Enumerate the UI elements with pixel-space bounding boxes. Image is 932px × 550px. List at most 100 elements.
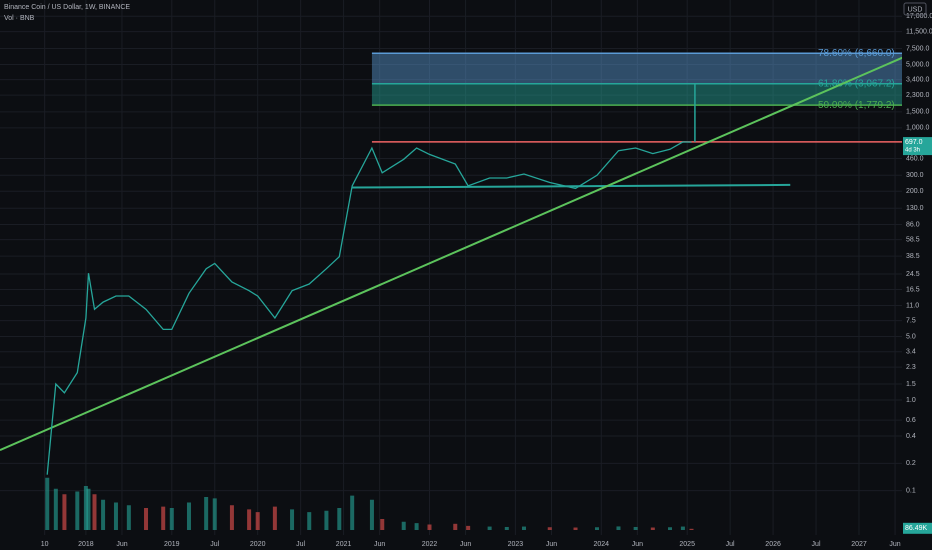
countdown: 4d 3h: [905, 148, 920, 154]
volume-bar: [350, 495, 355, 530]
x-tick-label: Jun: [374, 541, 385, 548]
y-tick-label: 86.0: [906, 221, 920, 228]
volume-bar: [247, 509, 252, 530]
volume-bar: [204, 497, 209, 530]
y-tick-label: 24.5: [906, 271, 920, 278]
fib-label: 50.00% (1,779.2): [818, 100, 895, 111]
y-tick-label: 58.5: [906, 237, 920, 244]
volume-tag-label: 86.49K: [905, 525, 928, 532]
y-tick-label: 200.0: [906, 188, 924, 195]
x-tick-label: Jul: [812, 541, 821, 548]
x-tick-label: 2026: [765, 541, 781, 548]
volume-bar: [594, 527, 599, 530]
fib-label: 78.60% (6,660.0): [818, 48, 895, 59]
volume-bar: [53, 488, 58, 530]
y-tick-label: 2,300.0: [906, 92, 929, 99]
y-tick-label: 0.2: [906, 460, 916, 467]
x-tick-label: 2021: [336, 541, 352, 548]
y-tick-label: 130.0: [906, 205, 924, 212]
y-tick-label: 1,000.0: [906, 125, 929, 132]
volume-bar: [668, 527, 673, 530]
axes: 17,000.0 11,500.0 7,500.0 5,000.0 3,400.0 2,3…: [41, 13, 932, 548]
price-line: [46, 141, 692, 475]
fib-label: 61.80% (3,067.2): [818, 78, 895, 89]
volume-bar: [83, 486, 88, 530]
x-tick-label: 2018: [78, 541, 94, 548]
y-tick-label: 7.5: [906, 317, 916, 324]
volume-bar: [169, 508, 174, 530]
volume-bar: [113, 502, 118, 530]
price-tag-label: 697.0: [905, 139, 923, 146]
volume-bar: [307, 512, 312, 530]
volume-bar: [255, 512, 260, 530]
volume-bar: [212, 498, 217, 530]
y-tick-label: 5.0: [906, 333, 916, 340]
support-line: [352, 183, 791, 189]
volume-bar: [414, 523, 419, 530]
x-tick-label: 2020: [250, 541, 266, 548]
volume-title: Vol · BNB: [4, 15, 35, 22]
time-axis: [0, 535, 932, 550]
volume-bar: [45, 477, 50, 530]
y-tick-label: 1,500.0: [906, 109, 929, 116]
y-tick-label: 0.6: [906, 417, 916, 424]
x-tick-label: 2023: [508, 541, 524, 548]
plot: 78.60% (6,660.0) 61.80% (3,067.2) 50.00% (…: [0, 43, 932, 530]
volume-bar: [144, 508, 149, 530]
y-tick-label: 38.5: [906, 253, 920, 260]
fib-zone: [371, 83, 902, 106]
y-tick-label: 460.0: [906, 155, 924, 162]
volume-bar: [86, 488, 91, 530]
volume-bar: [547, 527, 552, 530]
volume-bar: [427, 524, 432, 530]
volume-bar: [92, 494, 97, 530]
volume-tag: [903, 522, 932, 534]
x-tick-label: Jun: [460, 541, 471, 548]
volume-bar: [75, 491, 80, 530]
y-tick-label: 1.5: [906, 381, 916, 388]
volume-bar: [380, 519, 385, 530]
y-tick-label: 0.1: [906, 487, 916, 494]
y-tick-label: 16.5: [906, 286, 920, 293]
price-axis: [902, 0, 932, 550]
volume-bar: [229, 505, 234, 530]
volume-bar: [324, 510, 329, 530]
x-tick-label: Jun: [632, 541, 643, 548]
volume-bar: [573, 527, 578, 530]
y-tick-label: 1.0: [906, 397, 916, 404]
x-tick-label: Jun: [546, 541, 557, 548]
x-tick-label: Jun: [889, 541, 900, 548]
x-tick-label: 2022: [422, 541, 438, 548]
volume-bar: [62, 494, 67, 530]
currency: USD: [908, 6, 923, 13]
y-tick-label: 3,400.0: [906, 77, 929, 84]
trend-line: [0, 43, 932, 452]
x-tick-label: Jul: [210, 541, 219, 548]
x-tick-label: 2019: [164, 541, 180, 548]
x-tick-label: 10: [41, 541, 49, 548]
x-tick-label: 2027: [851, 541, 867, 548]
y-tick-label: 7,500.0: [906, 45, 929, 52]
y-tick-label: 17,000.0: [906, 13, 932, 20]
x-tick-label: Jul: [296, 541, 305, 548]
currency-box: [903, 2, 927, 16]
x-tick-label: Jun: [116, 541, 127, 548]
y-tick-label: 3.4: [906, 349, 916, 356]
x-tick-label: 2025: [679, 541, 695, 548]
y-tick-label: 300.0: [906, 172, 924, 179]
volume-bar: [337, 508, 342, 530]
y-tick-label: 2.3: [906, 364, 916, 371]
x-tick-label: Jul: [726, 541, 735, 548]
y-tick-label: 5,000.0: [906, 61, 929, 68]
volume-bar: [272, 506, 277, 530]
volume-bar: [401, 521, 406, 530]
price-tag: [903, 137, 932, 156]
volume-bar: [161, 506, 166, 530]
x-tick-label: 2024: [594, 541, 610, 548]
volume-bar: [616, 526, 621, 530]
volume-bar: [633, 526, 638, 530]
volume-bar: [680, 526, 685, 530]
fib-zone: [371, 53, 902, 84]
grid: [0, 0, 902, 535]
